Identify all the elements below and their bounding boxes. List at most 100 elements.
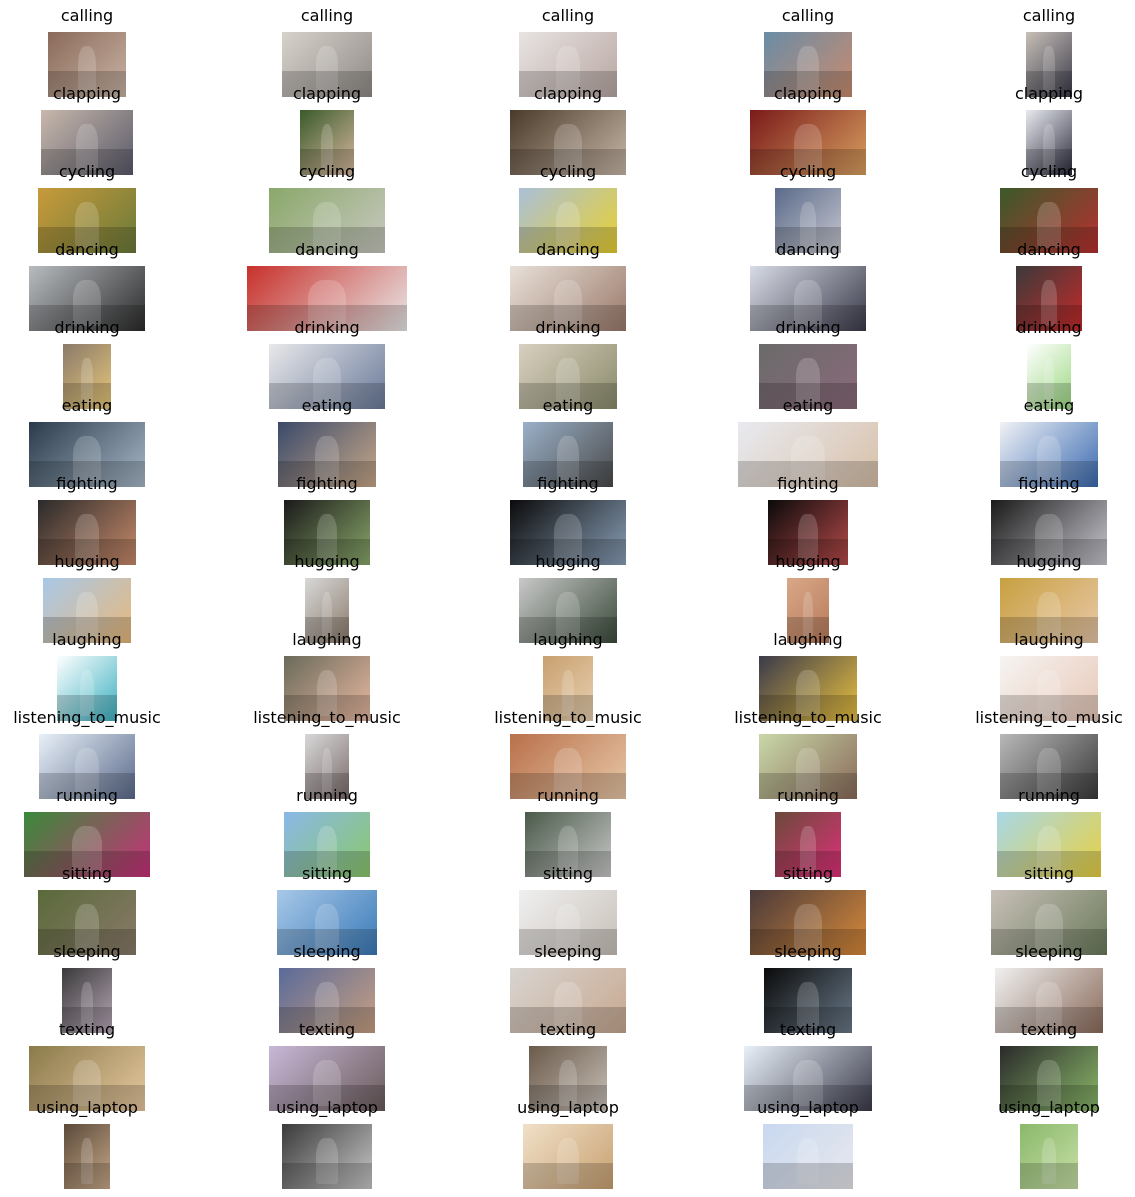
thumbnail-image <box>1000 734 1098 799</box>
thumbnail-shade <box>510 539 626 565</box>
grid-cell-clapping-1: clapping <box>0 78 177 175</box>
cell-title: sleeping <box>1015 942 1083 961</box>
thumbnail-figure <box>1043 46 1055 92</box>
cell-title: laughing <box>52 630 122 649</box>
thumbnail-image <box>269 188 385 253</box>
cell-title: using_laptop <box>36 1098 138 1117</box>
thumbnail-figure <box>1042 1138 1056 1184</box>
cell-title: drinking <box>1016 318 1082 337</box>
thumbnail-figure <box>81 1138 93 1184</box>
thumbnail-figure <box>1041 280 1057 326</box>
thumbnail-image <box>763 1124 853 1189</box>
thumbnail-figure <box>75 202 99 248</box>
thumbnail-shade <box>1000 773 1098 799</box>
thumbnail-shade <box>300 149 354 175</box>
cell-title: running <box>777 786 839 805</box>
grid-cell-fighting-4: fighting <box>718 468 898 565</box>
thumbnail-shade <box>43 617 131 643</box>
thumbnail-shade <box>525 851 611 877</box>
thumbnail-image <box>750 890 866 955</box>
thumbnail-figure <box>313 1060 341 1106</box>
grid-cell-sitting-5: sitting <box>959 858 1135 955</box>
thumbnail-figure <box>81 982 93 1028</box>
grid-cell-cycling-1: cycling <box>0 156 177 253</box>
thumbnail-shade <box>543 695 593 721</box>
grid-cell-cycling-3: cycling <box>478 156 658 253</box>
grid-cell-dancing-5: dancing <box>959 234 1135 331</box>
thumbnail-shade <box>284 851 370 877</box>
thumbnail-figure <box>554 982 582 1028</box>
thumbnail-image <box>1020 1124 1078 1189</box>
thumbnail-figure <box>556 904 580 950</box>
grid-cell-clapping-5: clapping <box>959 78 1135 175</box>
thumbnail-figure <box>556 202 580 248</box>
grid-cell-listening-to-music-5: listening_to_music <box>959 702 1135 799</box>
thumbnail-figure <box>796 358 820 404</box>
grid-cell-sleeping-2: sleeping <box>237 936 417 1033</box>
thumbnail-shade <box>24 851 150 877</box>
thumbnail-shade <box>247 305 407 331</box>
thumbnail-shade <box>277 929 377 955</box>
thumbnail-figure <box>75 904 99 950</box>
thumbnail-shade <box>750 149 866 175</box>
grid-cell-hugging-4: hugging <box>718 546 898 643</box>
cell-title: drinking <box>294 318 360 337</box>
cell-title: fighting <box>296 474 358 493</box>
thumbnail-image <box>519 32 617 97</box>
cell-title: hugging <box>1016 552 1082 571</box>
cell-title: clapping <box>773 84 843 103</box>
grid-cell-hugging-3: hugging <box>478 546 658 643</box>
cell-title: texting <box>779 1020 837 1039</box>
cell-title: listening_to_music <box>734 708 882 727</box>
thumbnail-figure <box>556 592 580 638</box>
grid-cell-using-laptop-5: using_laptop <box>959 1092 1135 1189</box>
cell-title: sleeping <box>774 942 842 961</box>
grid-cell-dancing-2: dancing <box>237 234 417 331</box>
thumbnail-figure <box>558 1060 578 1106</box>
thumbnail-image <box>282 32 372 97</box>
cell-title: hugging <box>54 552 120 571</box>
cell-title: hugging <box>294 552 360 571</box>
cell-title: fighting <box>537 474 599 493</box>
thumbnail-image <box>38 890 136 955</box>
thumbnail-shade <box>284 539 370 565</box>
thumbnail-figure <box>71 826 103 872</box>
grid-cell-cycling-5: cycling <box>959 156 1135 253</box>
cell-title: eating <box>542 396 594 415</box>
thumbnail-shade <box>523 1163 613 1189</box>
thumbnail-shade <box>759 695 857 721</box>
thumbnail-shade <box>62 1007 112 1033</box>
thumbnail-figure <box>1037 202 1061 248</box>
thumbnail-shade <box>763 1163 853 1189</box>
cell-title: sitting <box>61 864 113 883</box>
cell-title: laughing <box>1014 630 1084 649</box>
thumbnail-image <box>519 890 617 955</box>
thumbnail-figure <box>1036 826 1062 872</box>
thumbnail-image <box>510 968 626 1033</box>
thumbnail-figure <box>554 124 582 170</box>
thumbnail-figure <box>794 904 822 950</box>
thumbnail-image <box>269 1046 385 1111</box>
grid-cell-listening-to-music-2: listening_to_music <box>237 702 417 799</box>
grid-cell-sleeping-4: sleeping <box>718 936 898 1033</box>
thumbnail-figure <box>554 280 582 326</box>
thumbnail-image <box>775 188 841 253</box>
thumbnail-figure <box>316 514 338 560</box>
cell-title: cycling <box>539 162 597 181</box>
thumbnail-image <box>1000 1046 1098 1111</box>
cell-title: sleeping <box>293 942 361 961</box>
cell-title: dancing <box>776 240 840 259</box>
thumbnail-figure <box>557 826 579 872</box>
grid-cell-texting-3: texting <box>478 1014 658 1111</box>
thumbnail-figure <box>557 1138 579 1184</box>
thumbnail-image <box>764 968 852 1033</box>
cell-title: using_laptop <box>757 1098 859 1117</box>
thumbnail-image <box>279 968 375 1033</box>
thumbnail-shade <box>1000 695 1098 721</box>
thumbnail-shade <box>775 227 841 253</box>
thumbnail-image <box>1016 266 1082 331</box>
thumbnail-image <box>278 422 376 487</box>
thumbnail-image <box>29 266 145 331</box>
thumbnail-shade <box>63 383 111 409</box>
